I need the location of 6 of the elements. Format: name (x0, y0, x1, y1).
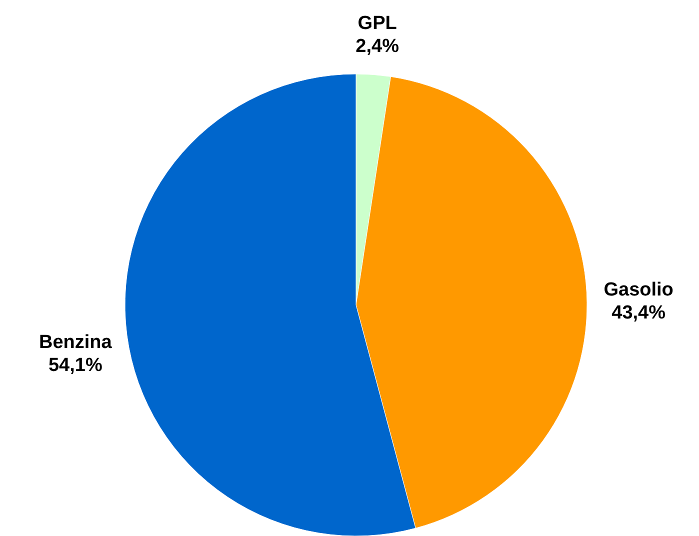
slice-label: GPL (358, 12, 398, 34)
slice-label: Gasolio (604, 279, 674, 300)
data-label: 54,1% (48, 354, 102, 376)
data-label: 43,4% (612, 302, 666, 324)
slice-label: Benzina (38, 332, 112, 353)
data-label: 2,4% (356, 36, 400, 57)
